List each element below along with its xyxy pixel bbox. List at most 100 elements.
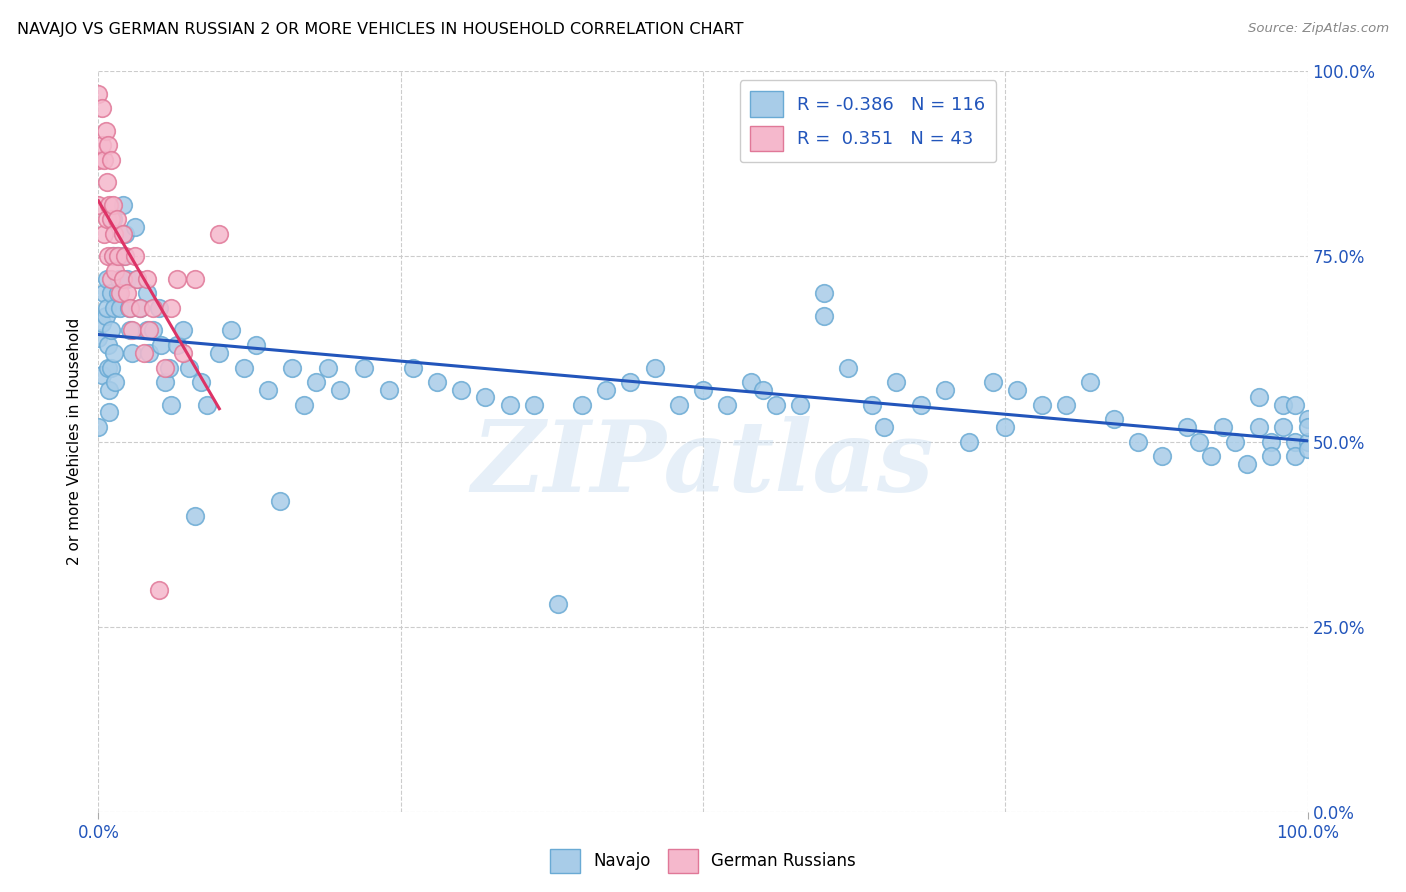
Point — [87, 153, 110, 168]
Point — [100, 153, 122, 168]
Point — [87, 331, 110, 345]
Point — [104, 376, 127, 390]
Point — [160, 301, 183, 316]
Legend: Navajo, German Russians: Navajo, German Russians — [544, 842, 862, 880]
Point — [934, 383, 956, 397]
Point — [97, 250, 120, 264]
Point — [138, 324, 160, 338]
Point — [96, 271, 118, 285]
Point — [118, 301, 141, 316]
Point — [644, 360, 666, 375]
Point — [1054, 398, 1077, 412]
Point — [157, 360, 180, 375]
Point — [160, 398, 183, 412]
Point — [108, 271, 131, 285]
Point — [91, 138, 114, 153]
Point — [752, 383, 775, 397]
Point — [166, 338, 188, 352]
Point — [142, 324, 165, 338]
Point — [1152, 450, 1174, 464]
Point — [353, 360, 375, 375]
Point — [316, 360, 339, 375]
Point — [101, 212, 124, 227]
Point — [100, 271, 122, 285]
Point — [981, 376, 1004, 390]
Point — [957, 434, 980, 449]
Point — [245, 338, 267, 352]
Point — [153, 376, 176, 390]
Point — [716, 398, 738, 412]
Point — [1212, 419, 1234, 434]
Point — [1078, 376, 1101, 390]
Point — [813, 309, 835, 323]
Point — [97, 138, 120, 153]
Point — [107, 250, 129, 264]
Point — [98, 405, 121, 419]
Point — [1199, 450, 1222, 464]
Point — [142, 301, 165, 316]
Point — [740, 376, 762, 390]
Point — [97, 360, 120, 375]
Point — [377, 383, 399, 397]
Point — [1223, 434, 1246, 449]
Point — [813, 286, 835, 301]
Point — [1236, 457, 1258, 471]
Point — [474, 390, 496, 404]
Point — [108, 301, 131, 316]
Point — [101, 250, 124, 264]
Point — [221, 324, 243, 338]
Point — [166, 271, 188, 285]
Point — [1260, 434, 1282, 449]
Point — [450, 383, 472, 397]
Point — [100, 286, 122, 301]
Point — [108, 286, 131, 301]
Point — [1260, 450, 1282, 464]
Point — [135, 271, 157, 285]
Point — [910, 398, 932, 412]
Point — [172, 324, 194, 338]
Point — [100, 360, 122, 375]
Point — [101, 250, 124, 264]
Point — [190, 376, 212, 390]
Point — [595, 383, 617, 397]
Y-axis label: 2 or more Vehicles in Household: 2 or more Vehicles in Household — [67, 318, 83, 566]
Point — [105, 212, 128, 227]
Point — [837, 360, 859, 375]
Point — [114, 227, 136, 242]
Point — [87, 419, 110, 434]
Point — [1031, 398, 1053, 412]
Point — [269, 493, 291, 508]
Point — [93, 227, 115, 242]
Point — [179, 360, 201, 375]
Point — [97, 338, 120, 352]
Point — [121, 324, 143, 338]
Point — [873, 419, 896, 434]
Point — [138, 345, 160, 359]
Point — [547, 598, 569, 612]
Point — [128, 301, 150, 316]
Point — [1007, 383, 1029, 397]
Point — [426, 376, 449, 390]
Point — [96, 212, 118, 227]
Point — [692, 383, 714, 397]
Point — [103, 227, 125, 242]
Point — [150, 338, 173, 352]
Point — [121, 345, 143, 359]
Point — [208, 227, 231, 242]
Point — [91, 316, 114, 330]
Point — [91, 368, 114, 382]
Point — [128, 301, 150, 316]
Point — [329, 383, 352, 397]
Point — [117, 286, 139, 301]
Point — [232, 360, 254, 375]
Point — [101, 197, 124, 211]
Point — [148, 301, 170, 316]
Point — [1284, 450, 1306, 464]
Point — [1249, 390, 1271, 404]
Point — [1296, 442, 1319, 456]
Point — [111, 271, 134, 285]
Point — [94, 123, 117, 137]
Point — [93, 153, 115, 168]
Point — [1272, 398, 1295, 412]
Point — [184, 271, 207, 285]
